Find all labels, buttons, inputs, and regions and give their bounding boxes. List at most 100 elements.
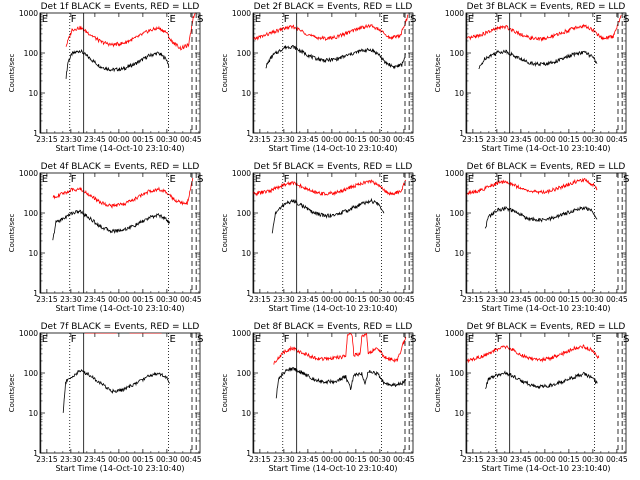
panel-title: Det 3f BLACK = Events, RED = LLD xyxy=(467,2,626,12)
x-tick-label: 23:30 xyxy=(273,295,295,304)
y-tick-label: 1000 xyxy=(445,9,464,18)
x-tick-label: 23:45 xyxy=(510,455,532,464)
x-tick-label: 00:15 xyxy=(132,455,154,464)
x-tick-label: 00:45 xyxy=(606,135,628,144)
marker-label: E xyxy=(42,334,48,345)
x-tick-label: 00:15 xyxy=(558,295,580,304)
y-tick-label: 1 xyxy=(459,129,464,138)
series-events-line xyxy=(275,366,407,399)
x-axis-label: Start Time (14-Oct-10 23:10:40) xyxy=(55,304,184,313)
y-tick-label: 1 xyxy=(246,289,251,298)
x-tick-label: 00:15 xyxy=(345,135,367,144)
plot-frame xyxy=(39,332,201,454)
series-events-line xyxy=(65,48,170,79)
x-tick-label: 23:30 xyxy=(273,135,295,144)
x-tick-label: 00:00 xyxy=(108,455,130,464)
y-tick-label: 10 xyxy=(454,89,464,98)
y-tick-label: 1000 xyxy=(232,329,251,338)
x-tick-label: 00:30 xyxy=(582,135,604,144)
marker-label: E xyxy=(42,174,48,185)
marker-label: E xyxy=(169,14,175,25)
marker-label: E xyxy=(382,334,388,345)
marker-label: F xyxy=(284,334,290,345)
x-tick-label: 00:15 xyxy=(558,455,580,464)
x-tick-label: 00:00 xyxy=(534,455,556,464)
x-tick-label: 00:45 xyxy=(180,295,202,304)
plot-area xyxy=(52,177,194,241)
y-tick-label: 100 xyxy=(237,209,252,218)
series-lld-line xyxy=(273,333,407,365)
x-tick-label: 00:00 xyxy=(321,135,343,144)
plot-frame xyxy=(39,172,201,294)
x-tick-label: 23:30 xyxy=(60,295,82,304)
x-tick-label: 00:30 xyxy=(156,295,178,304)
series-events-line xyxy=(271,197,385,234)
plot-frame xyxy=(252,12,414,134)
y-tick-label: 100 xyxy=(450,209,465,218)
x-tick-label: 23:15 xyxy=(36,295,58,304)
x-tick-label: 23:45 xyxy=(84,135,106,144)
x-tick-label: 23:30 xyxy=(60,135,82,144)
x-tick-label: 23:15 xyxy=(249,135,271,144)
x-axis-label: Start Time (14-Oct-10 23:10:40) xyxy=(481,144,610,153)
marker-label: F xyxy=(284,174,290,185)
panel-title: Det 4f BLACK = Events, RED = LLD xyxy=(41,162,200,172)
series-lld-line xyxy=(52,177,194,209)
y-tick-label: 10 xyxy=(241,409,251,418)
x-tick-label: 23:30 xyxy=(273,455,295,464)
x-tick-label: 00:45 xyxy=(393,455,415,464)
y-tick-label: 1 xyxy=(459,289,464,298)
y-axis-label: Counts/sec xyxy=(221,214,229,253)
panel-title: Det 6f BLACK = Events, RED = LLD xyxy=(467,162,626,172)
marker-label: S xyxy=(623,174,629,185)
y-tick-label: 1000 xyxy=(19,9,38,18)
y-tick-label: 10 xyxy=(454,409,464,418)
marker-label: E xyxy=(382,14,388,25)
x-axis-label: Start Time (14-Oct-10 23:10:40) xyxy=(55,464,184,473)
panel-title: Det 2f BLACK = Events, RED = LLD xyxy=(254,2,413,12)
plot-frame xyxy=(39,12,201,134)
x-tick-label: 00:15 xyxy=(345,295,367,304)
x-axis-label: Start Time (14-Oct-10 23:10:40) xyxy=(481,304,610,313)
x-tick-label: 00:45 xyxy=(180,135,202,144)
x-tick-label: 23:45 xyxy=(84,455,106,464)
y-tick-label: 1000 xyxy=(232,169,251,178)
marker-label: E xyxy=(169,334,175,345)
y-axis-label: Counts/sec xyxy=(8,214,16,253)
x-tick-label: 00:45 xyxy=(393,295,415,304)
panel-det-3: Det 3f BLACK = Events, RED = LLD 1 10 100 10… xyxy=(434,2,630,153)
panel-det-4: Det 4f BLACK = Events, RED = LLD 1 10 100 10… xyxy=(8,162,204,313)
y-tick-label: 10 xyxy=(454,249,464,258)
y-axis-label: Counts/sec xyxy=(8,374,16,413)
y-tick-label: 10 xyxy=(241,249,251,258)
x-tick-label: 23:45 xyxy=(510,295,532,304)
marker-label: S xyxy=(410,174,416,185)
plot-area xyxy=(62,333,170,413)
marker-label: F xyxy=(284,14,290,25)
y-tick-label: 1000 xyxy=(445,169,464,178)
x-tick-label: 23:15 xyxy=(36,135,58,144)
series-events-line xyxy=(478,49,598,70)
x-axis-label: Start Time (14-Oct-10 23:10:40) xyxy=(481,464,610,473)
marker-label: S xyxy=(197,14,203,25)
marker-label: E xyxy=(255,14,261,25)
series-events-line xyxy=(265,45,406,70)
plot-frame xyxy=(465,332,627,454)
panel-det-9: Det 9f BLACK = Events, RED = LLD 1 10 100 10… xyxy=(434,322,630,473)
x-tick-label: 00:00 xyxy=(108,295,130,304)
x-tick-label: 23:45 xyxy=(510,135,532,144)
y-tick-label: 100 xyxy=(24,209,39,218)
panel-title: Det 8f BLACK = Events, RED = LLD xyxy=(254,322,413,332)
x-tick-label: 00:15 xyxy=(345,455,367,464)
y-tick-label: 1000 xyxy=(445,329,464,338)
series-lld-line xyxy=(466,177,598,196)
x-tick-label: 23:15 xyxy=(462,455,484,464)
x-tick-label: 00:30 xyxy=(369,295,391,304)
panel-det-8: Det 8f BLACK = Events, RED = LLD 1 10 100 10… xyxy=(221,322,417,473)
plot-frame xyxy=(465,172,627,294)
x-axis-label: Start Time (14-Oct-10 23:10:40) xyxy=(268,144,397,153)
y-tick-label: 100 xyxy=(24,369,39,378)
series-lld-line xyxy=(65,13,196,51)
x-tick-label: 23:45 xyxy=(84,295,106,304)
x-tick-label: 23:15 xyxy=(462,135,484,144)
